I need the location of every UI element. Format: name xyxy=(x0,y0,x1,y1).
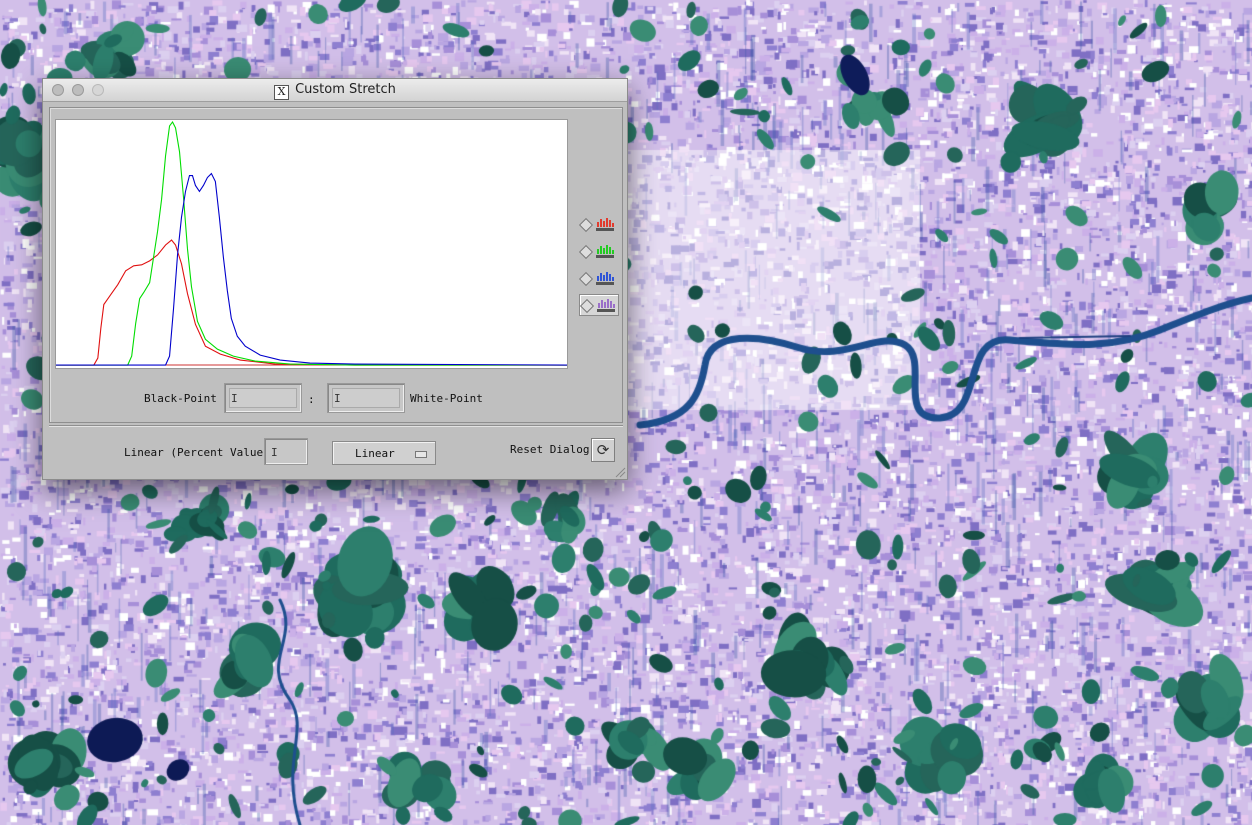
stretch-type-value: Linear xyxy=(355,447,395,460)
band-selector-3[interactable] xyxy=(578,268,619,290)
red-histogram-curve xyxy=(56,239,567,366)
band-selector-4[interactable] xyxy=(579,294,619,316)
resize-grip-icon[interactable] xyxy=(614,466,626,478)
radio-diamond-icon xyxy=(578,244,594,260)
red-band-histogram-icon xyxy=(596,218,614,231)
rgb-band-histogram-icon xyxy=(597,299,615,312)
window-title: Custom Stretch xyxy=(295,82,396,97)
reset-dialog-label: Reset Dialog xyxy=(510,443,590,456)
close-window-button[interactable] xyxy=(52,84,64,96)
band-selector-2[interactable] xyxy=(578,241,619,263)
x11-app-icon: X xyxy=(274,85,290,100)
band-selector-1[interactable] xyxy=(578,214,619,236)
text-cursor-icon: I xyxy=(231,392,238,405)
divider xyxy=(49,425,623,427)
radio-diamond-icon xyxy=(578,271,594,287)
dropdown-indicator-icon xyxy=(415,451,427,458)
blue-histogram-curve xyxy=(56,172,567,366)
text-cursor-icon: I xyxy=(334,392,341,405)
green-histogram-curve xyxy=(56,120,567,366)
white-point-label: White-Point xyxy=(410,392,483,405)
blue-band-histogram-icon xyxy=(596,272,614,285)
green-band-histogram-icon xyxy=(596,245,614,258)
stretch-type-dropdown[interactable]: Linear xyxy=(332,441,436,465)
reset-dialog-button[interactable]: ⟳ xyxy=(591,438,615,462)
histogram-plot[interactable] xyxy=(55,119,568,369)
radio-diamond-icon xyxy=(578,217,594,233)
refresh-icon: ⟳ xyxy=(596,441,610,459)
white-point-input[interactable]: I xyxy=(327,383,405,413)
window-title-group: X Custom Stretch xyxy=(43,82,627,100)
point-separator: : xyxy=(308,393,315,406)
radio-diamond-icon xyxy=(579,298,595,314)
text-cursor-icon: I xyxy=(271,446,278,459)
zoom-window-button[interactable] xyxy=(92,84,104,96)
minimize-window-button[interactable] xyxy=(72,84,84,96)
title-bar[interactable]: X Custom Stretch xyxy=(43,79,627,102)
linear-percent-label: Linear (Percent Value) xyxy=(124,446,270,459)
linear-percent-input[interactable]: I xyxy=(264,438,308,465)
black-point-input[interactable]: I xyxy=(224,383,302,413)
histogram-panel xyxy=(49,107,623,423)
custom-stretch-dialog: X Custom Stretch Black-Point I : I White-… xyxy=(42,78,628,480)
black-point-label: Black-Point xyxy=(144,392,217,405)
